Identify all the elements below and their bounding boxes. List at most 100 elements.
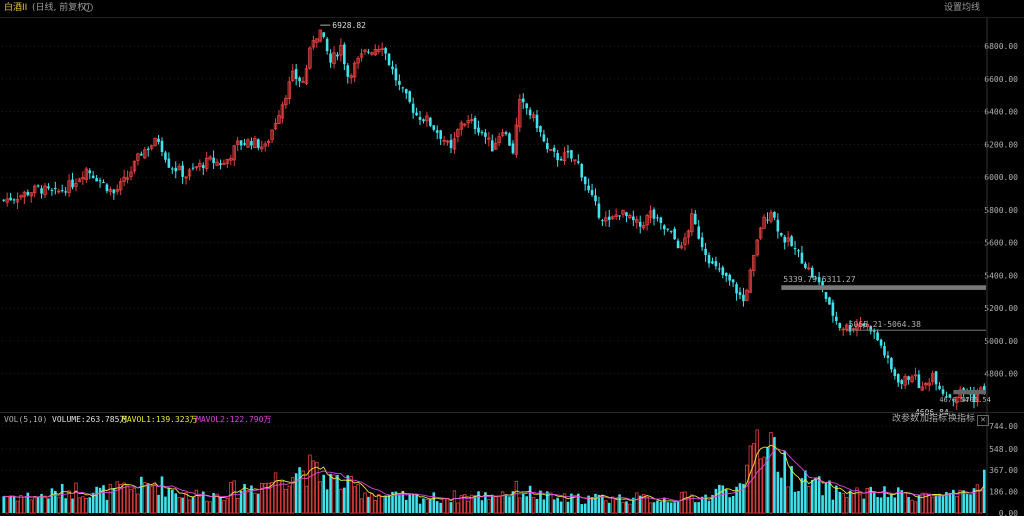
volume-bar: [879, 497, 883, 513]
price-tick-label: 5200.00: [984, 304, 1018, 313]
candle-body: [683, 237, 687, 245]
volume-bar: [367, 496, 370, 513]
candle-body: [552, 147, 556, 152]
candle-body: [663, 225, 666, 230]
candle-body: [298, 77, 301, 82]
candle-body: [95, 178, 98, 182]
volume-bar: [748, 445, 753, 514]
price-tick-label: 6400.00: [984, 108, 1018, 117]
volume-bar: [917, 494, 921, 513]
volume-bar: [298, 467, 301, 513]
candle-body: [862, 323, 866, 326]
candle-body: [920, 386, 925, 391]
candle-body: [721, 267, 725, 275]
volume-bar: [232, 480, 236, 514]
candle-body: [930, 373, 935, 382]
candle-body: [676, 240, 680, 249]
volume-bar: [952, 489, 955, 513]
candle-body: [81, 176, 85, 180]
gap-label-4: 4705.54: [961, 396, 991, 404]
volume-bar: [164, 496, 167, 513]
volume-bar: [473, 495, 477, 513]
candle-body: [576, 161, 580, 163]
candle-body: [143, 149, 147, 159]
candle-body: [573, 159, 577, 162]
candle-body: [212, 157, 215, 164]
volume-bar: [711, 495, 714, 513]
candle-body: [869, 326, 873, 332]
volume-bar: [411, 493, 415, 513]
volume-bar: [459, 495, 464, 514]
volume-bar: [604, 500, 608, 514]
candle-body: [36, 185, 40, 187]
candle-body: [903, 376, 907, 386]
candle-body: [945, 396, 948, 398]
candle-body: [205, 157, 209, 169]
volume-bar: [149, 486, 154, 514]
candle-body: [724, 272, 728, 276]
candle-body: [924, 383, 928, 386]
volume-bar: [728, 497, 731, 513]
volume-bar: [838, 491, 842, 513]
volume-bar: [618, 494, 621, 513]
candle-body: [686, 230, 691, 238]
volume-bar: [686, 497, 691, 514]
volume-bar: [828, 480, 831, 513]
volume-bar: [948, 492, 952, 513]
edit-params-button[interactable]: 改参数: [892, 414, 920, 424]
add-indicator-button[interactable]: 加指标: [920, 414, 948, 424]
candle-body: [332, 52, 336, 64]
volume-bar: [208, 501, 212, 514]
volume-bar: [12, 495, 16, 513]
candle-body: [349, 75, 353, 79]
candle-body: [380, 48, 384, 51]
volume-bar: [913, 501, 918, 514]
candle-body: [590, 190, 594, 195]
volume-bar: [311, 460, 316, 514]
volume-bar: [47, 498, 50, 513]
candle-body: [549, 149, 553, 151]
candle-body: [858, 323, 863, 328]
candle-body: [635, 219, 639, 223]
volume-bar: [81, 496, 85, 514]
settings-ma-button[interactable]: 设置均线: [944, 3, 981, 13]
candle-body: [487, 137, 491, 140]
candle-body: [301, 80, 305, 83]
candle-body: [352, 62, 357, 78]
volume-bar: [817, 476, 821, 513]
candle-body: [191, 167, 195, 169]
volume-bar: [625, 501, 628, 513]
volume-bar: [562, 493, 567, 514]
candle-body: [257, 139, 260, 148]
switch-indicator-button[interactable]: 换指标: [948, 414, 976, 424]
gear-icon[interactable]: [84, 3, 93, 12]
volume-bar: [225, 498, 230, 514]
candle-body: [425, 115, 429, 122]
candle-body: [745, 290, 749, 301]
candle-body: [229, 157, 233, 161]
volume-bar: [469, 494, 474, 514]
candle-body: [391, 66, 394, 70]
candle-body: [580, 164, 584, 178]
volume-bar: [191, 497, 195, 513]
volume-bar: [511, 491, 515, 513]
close-icon[interactable]: ✕: [977, 415, 989, 426]
volume-bar: [304, 485, 309, 514]
volume-tick-label: 186.00: [989, 487, 1018, 496]
volume-bar: [222, 500, 226, 514]
volume-bar: [673, 502, 676, 513]
volume-bar: [325, 489, 329, 513]
volume-bar: [359, 498, 364, 514]
volume-bar: [549, 492, 553, 514]
volume-bar: [122, 482, 126, 514]
candle-body: [415, 112, 418, 116]
volume-bar: [590, 497, 594, 513]
volume-bar: [900, 490, 904, 513]
candle-body: [394, 68, 398, 81]
candle-body: [528, 109, 532, 116]
candle-body: [287, 81, 291, 100]
candle-body: [452, 138, 457, 150]
volume-bar: [504, 494, 508, 513]
volume-bar: [528, 485, 532, 513]
candle-body: [43, 185, 47, 195]
